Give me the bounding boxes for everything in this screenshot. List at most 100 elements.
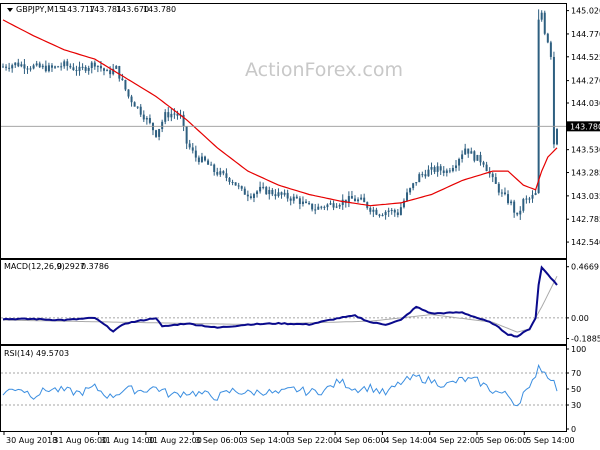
candle-body <box>292 196 295 201</box>
candle-body <box>399 207 402 215</box>
candle-body <box>182 114 185 127</box>
candle-body <box>124 79 127 90</box>
candle-body <box>204 156 207 161</box>
candle-body <box>225 173 228 178</box>
candle-body <box>161 121 164 130</box>
candle-body <box>75 70 78 72</box>
candle-body <box>14 62 17 66</box>
candle-body <box>127 89 130 97</box>
candle-body <box>222 171 225 174</box>
rsi-layer <box>1 363 566 407</box>
price-tick-label: 142.785 <box>571 215 600 224</box>
macd-tick-label: 0.4669 <box>571 263 599 272</box>
price-tick-label: 143.530 <box>571 146 600 155</box>
candle-body <box>133 102 136 107</box>
candle-body <box>439 166 442 171</box>
candle-body <box>534 193 537 195</box>
candle-body <box>311 203 314 210</box>
candle-body <box>121 78 124 80</box>
candle-body <box>470 151 473 154</box>
candle-body <box>213 164 216 172</box>
macd-value-1: 0.2927 <box>57 262 85 271</box>
candle-body <box>347 196 350 203</box>
candle-body <box>372 209 375 212</box>
macd-value-2: 0.3786 <box>81 262 109 271</box>
rsi-tick-label: 0 <box>571 425 576 434</box>
candle-body <box>552 56 555 145</box>
candle-body <box>519 210 522 215</box>
time-tick-label: 4 Sep 06:00 <box>337 436 385 445</box>
macd-panel-frame <box>0 259 567 345</box>
candle-body <box>528 198 531 200</box>
candle-body <box>54 66 57 68</box>
price-tick-label: 143.035 <box>571 192 600 201</box>
candle-body <box>350 196 353 199</box>
time-tick-label: 4 Sep 14:00 <box>384 436 432 445</box>
candle-body <box>60 66 63 68</box>
rsi-title: RSI(14) <box>4 349 33 358</box>
candle-body <box>415 182 418 184</box>
candle-body <box>451 167 454 172</box>
candle-body <box>44 65 47 72</box>
candle-body <box>406 192 409 201</box>
candle-body <box>326 204 329 208</box>
candle-body <box>66 61 69 66</box>
candle-body <box>8 67 11 69</box>
candle-body <box>522 199 525 211</box>
candle-body <box>26 68 29 70</box>
rsi-tick-label: 100 <box>571 345 586 354</box>
candle-body <box>482 162 485 165</box>
candle-body <box>35 63 38 66</box>
candle-body <box>252 194 255 198</box>
candle-body <box>317 206 320 210</box>
candle-body <box>396 212 399 215</box>
candle-body <box>216 171 219 175</box>
candle-body <box>69 65 72 68</box>
candle-body <box>540 12 543 20</box>
candle-body <box>200 156 203 163</box>
symbol-label: GBPJPY,M15 <box>16 5 64 14</box>
candle-body <box>458 159 461 166</box>
macd-main-line <box>2 265 558 338</box>
candle-body <box>41 65 44 68</box>
candle-body <box>20 64 23 67</box>
candle-body <box>298 198 301 204</box>
candle-body <box>448 170 451 172</box>
candle-body <box>265 187 268 195</box>
time-tick-label: 4 Sep 22:00 <box>432 436 480 445</box>
candle-body <box>207 160 210 165</box>
macd-title: MACD(12,26,9) <box>4 262 65 271</box>
price-layer <box>1 9 566 220</box>
candle-body <box>485 164 488 172</box>
candle-body <box>467 148 470 154</box>
candle-body <box>323 206 326 208</box>
candle-body <box>271 189 274 195</box>
candle-body <box>412 183 415 189</box>
time-tick-label: 3 Sep 22:00 <box>290 436 338 445</box>
dropdown-triangle-icon[interactable] <box>7 8 13 12</box>
candle-body <box>497 183 500 193</box>
candle-body <box>5 66 8 68</box>
candle-body <box>531 194 534 199</box>
time-tick-label: 5 Sep 14:00 <box>526 436 574 445</box>
candle-body <box>106 70 109 72</box>
candle-body <box>301 201 304 204</box>
price-tick-label: 143.285 <box>571 169 600 178</box>
candle-body <box>537 19 540 194</box>
candle-body <box>375 209 378 215</box>
candle-body <box>289 198 292 201</box>
macd-axis: 0.4669 0.00 -0.1885 <box>566 263 600 344</box>
candle-body <box>197 157 200 163</box>
candle-body <box>424 174 427 177</box>
open-value: 143.717 <box>62 5 95 14</box>
candle-body <box>38 63 41 68</box>
time-tick-label: 31 Aug 22:00 <box>148 436 202 445</box>
candle-body <box>381 215 384 217</box>
rsi-tick-label: 70 <box>571 369 581 378</box>
candle-body <box>188 143 191 148</box>
candle-body <box>491 173 494 178</box>
candle-body <box>210 164 213 166</box>
candle-body <box>194 150 197 158</box>
